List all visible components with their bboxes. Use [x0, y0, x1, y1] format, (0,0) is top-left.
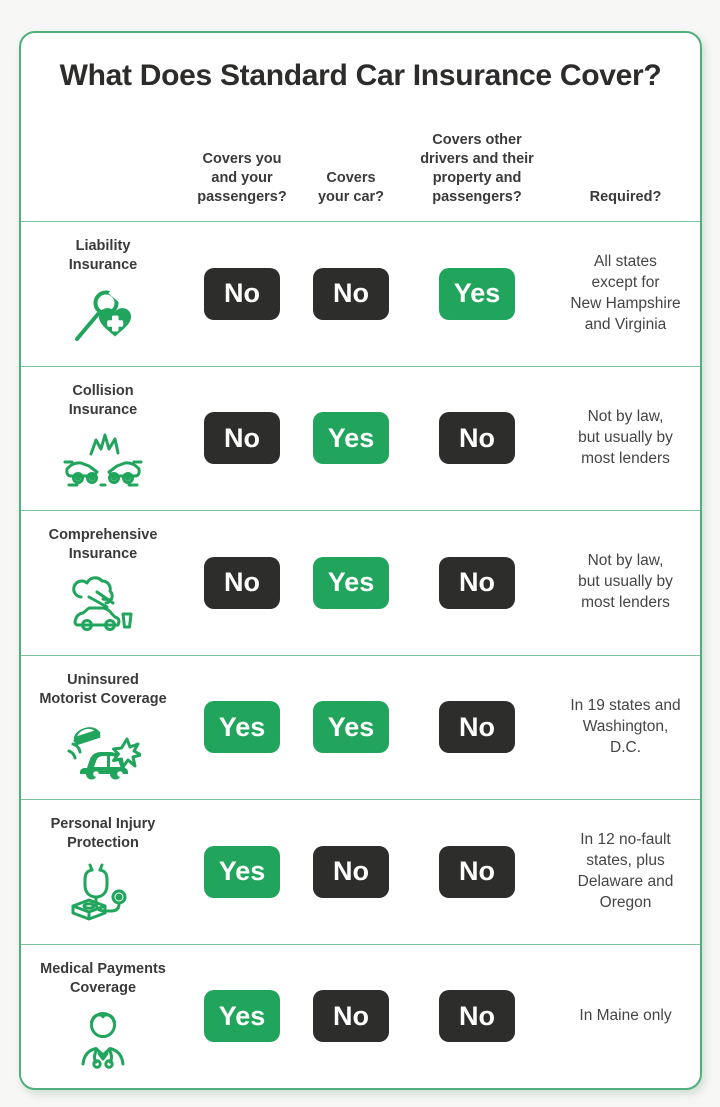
uninsured-crash-icon — [65, 714, 141, 784]
stethoscope-money-icon — [67, 858, 139, 928]
car-crash-icon — [63, 425, 143, 495]
row-label: Medical Payments Coverage — [40, 960, 166, 996]
row-label: Uninsured Motorist Coverage — [39, 671, 167, 707]
row-label: Collision Insurance — [68, 382, 138, 418]
covers-others-badge: No — [439, 556, 515, 609]
table-row-medical-payments: Medical Payments Coverage Yes No No In M… — [21, 943, 700, 1089]
wrench-heart-icon — [67, 280, 139, 350]
infographic-card: What Does Standard Car Insurance Cover? … — [19, 31, 702, 1090]
doctor-icon — [71, 1003, 135, 1073]
header: What Does Standard Car Insurance Cover? … — [21, 33, 700, 221]
covers-you-badge: Yes — [204, 701, 280, 754]
required-text: Not by law, but usually by most lenders — [578, 407, 673, 467]
row-label: Liability Insurance — [68, 238, 138, 274]
covers-you-badge: No — [204, 556, 280, 609]
covers-car-badge: Yes — [313, 556, 389, 609]
covers-others-badge: No — [439, 845, 515, 898]
table-row-comprehensive: Comprehensive Insurance No Yes No Not by… — [21, 510, 700, 655]
required-text: All states except for New Hampshire and … — [570, 252, 681, 333]
header-covers-you: Covers you and your passengers? — [197, 150, 287, 205]
table-row-liability: Liability Insurance No No Yes All states… — [21, 221, 700, 366]
covers-you-badge: No — [204, 267, 280, 320]
covers-others-badge: No — [439, 990, 515, 1043]
table-row-uninsured-motorist: Uninsured Motorist Coverage — [21, 654, 700, 800]
covers-car-badge: Yes — [313, 412, 389, 465]
covers-others-badge: No — [439, 412, 515, 465]
covers-you-badge: No — [204, 412, 280, 465]
covers-car-badge: No — [313, 845, 389, 898]
covers-others-badge: Yes — [439, 267, 515, 320]
header-covers-car: Covers your car? — [317, 169, 385, 205]
tree-on-car-icon — [67, 569, 139, 639]
covers-you-badge: Yes — [204, 845, 280, 898]
header-covers-others: Covers other drivers and their property … — [420, 131, 534, 205]
required-text: In 19 states and Washington, D.C. — [570, 696, 681, 756]
covers-car-badge: Yes — [313, 701, 389, 754]
column-headers: Covers you and your passengers? Covers y… — [21, 93, 700, 221]
covers-you-badge: Yes — [204, 990, 280, 1043]
required-text: Not by law, but usually by most lenders — [578, 552, 673, 612]
covers-car-badge: No — [313, 267, 389, 320]
required-text: In Maine only — [579, 1006, 672, 1024]
row-label: Personal Injury Protection — [50, 816, 156, 852]
required-text: In 12 no-fault states, plus Delaware and… — [577, 830, 674, 911]
table-row-personal-injury: Personal Injury Protection Yes — [21, 799, 700, 944]
covers-car-badge: No — [313, 990, 389, 1043]
header-required: Required? — [589, 188, 662, 205]
table-row-collision: Collision Insurance No Yes — [21, 365, 700, 511]
page-title: What Does Standard Car Insurance Cover? — [59, 59, 662, 92]
row-label: Comprehensive Insurance — [48, 527, 158, 563]
covers-others-badge: No — [439, 701, 515, 754]
